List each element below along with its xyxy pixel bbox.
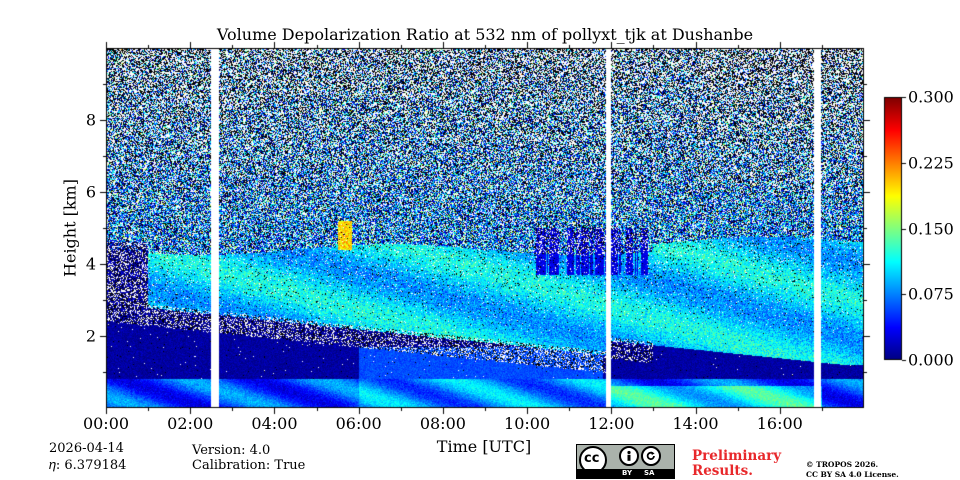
x-tick-label: 04:00	[251, 414, 298, 433]
chart-title: Volume Depolarization Ratio at 532 nm of…	[216, 25, 754, 44]
colorbar-tick-label: 0.075	[908, 284, 954, 304]
x-tick-label: 10:00	[504, 414, 551, 433]
date-label: 2026-04-14	[49, 441, 124, 456]
x-tick-label: 08:00	[419, 414, 466, 433]
colorbar-tick-label: 0.000	[908, 350, 954, 370]
x-tick-label: 06:00	[335, 414, 382, 433]
colorbar-tick-label: 0.300	[908, 87, 954, 107]
y-tick-label: 4	[85, 254, 96, 274]
x-tick-label: 02:00	[167, 414, 214, 433]
sa-label: SA	[644, 469, 655, 477]
y-tick-label: 2	[85, 326, 96, 346]
by-label: BY	[622, 469, 633, 477]
share-alike-icon	[641, 446, 661, 466]
x-tick-label: 00:00	[82, 414, 130, 433]
preliminary-results-label: Preliminary Results.	[692, 448, 782, 479]
version-label: Version: 4.0	[192, 443, 271, 458]
eta-label: 𝜂: 6.379184	[49, 458, 127, 473]
y-tick-label: 6	[85, 182, 96, 202]
attribution-person-icon	[619, 446, 639, 466]
x-axis-label: Time [UTC]	[436, 437, 532, 456]
calibration-label: Calibration: True	[192, 458, 306, 473]
cc-by-sa-badge: cc BY SA	[576, 444, 675, 479]
copyright-notice: © TROPOS 2026. CC BY SA 4.0 License.	[806, 460, 899, 479]
colorbar-tick-label: 0.150	[908, 219, 954, 238]
x-tick-label: 12:00	[588, 414, 635, 433]
y-tick-label: 8	[85, 110, 96, 130]
x-tick-label: 16:00	[756, 414, 803, 433]
colorbar-tick-label: 0.225	[908, 153, 954, 173]
x-tick-label: 14:00	[672, 414, 719, 433]
